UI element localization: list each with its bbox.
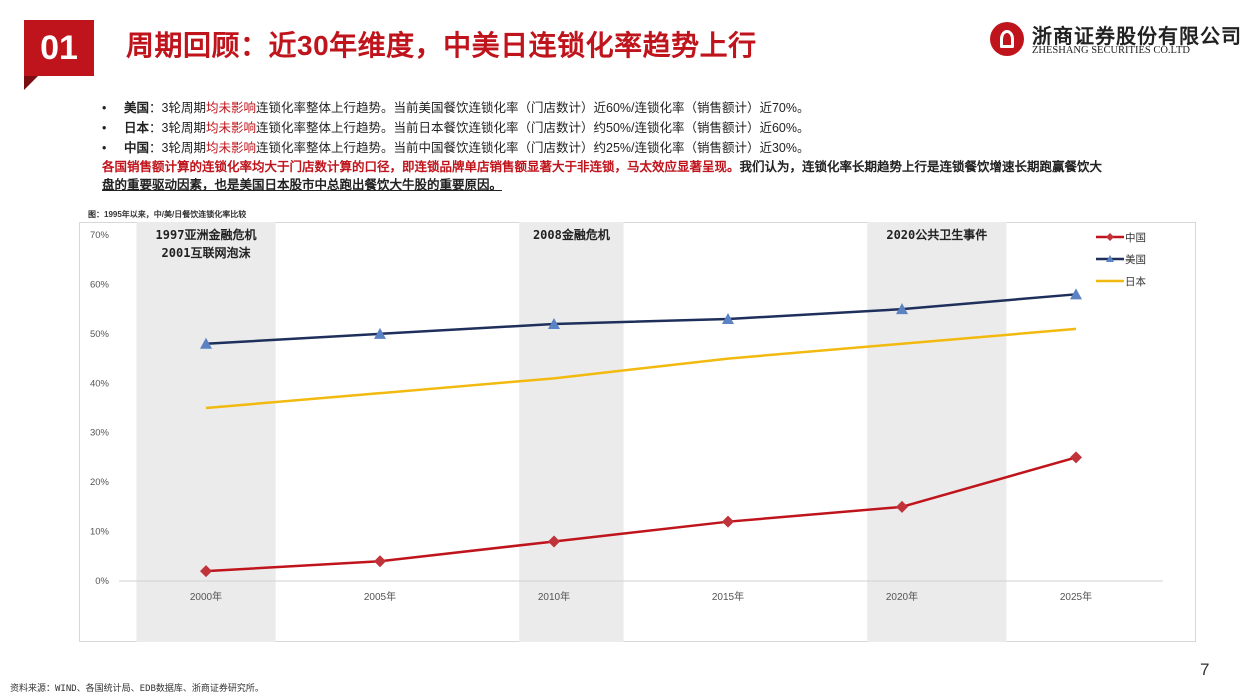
summary-red-text: 各国销售额计算的连锁化率均大于门店数计算的口径，即连锁品牌单店销售额显著大于非连…: [102, 160, 740, 174]
data-point-usa: [200, 337, 212, 349]
bullet-post: 连锁化率整体上行趋势。当前中国餐饮连锁化率（门店数计）约25%/连锁化率（销售额…: [255, 141, 810, 155]
summary-black-line1: 我们认为，连锁化率长期趋势上行是连锁餐饮增速长期跑赢餐饮大: [739, 160, 1103, 174]
data-point-usa: [722, 313, 734, 325]
page-number: 7: [1200, 660, 1210, 679]
legend-marker: [1106, 233, 1114, 241]
x-tick-label: 2020年: [886, 590, 918, 603]
series-line-2: [205, 327, 1077, 410]
data-point-usa: [1070, 288, 1082, 300]
legend-label: 美国: [1125, 253, 1146, 266]
x-tick-label: 2010年: [538, 590, 570, 603]
chart-frame: [79, 222, 1196, 642]
summary-black-line2: 盘的重要驱动因素，也是美国日本股市中总跑出餐饮大牛股的重要原因。: [102, 178, 503, 192]
source-note: 资料来源：WIND、各国统计局、EDB数据库、浙商证券研究所。: [10, 684, 264, 694]
shaded-period-1: [519, 222, 624, 642]
series-line-0: [205, 456, 1077, 573]
logo-name-cn: 浙商证券股份有限公司: [1032, 26, 1240, 48]
bullet-item-japan: • 日本：3轮周期均未影响连锁化率整体上行趋势。当前日本餐饮连锁化率（门店数计）…: [102, 118, 1162, 138]
shaded-period-0: [136, 222, 276, 642]
shaded-period-label: 2001互联网泡沫: [162, 245, 252, 260]
summary-paragraph: 各国销售额计算的连锁化率均大于门店数计算的口径，即连锁品牌单店销售额显著大于非连…: [102, 158, 1162, 194]
bullet-country: 日本: [124, 121, 150, 135]
data-point-china: [722, 515, 734, 528]
bullet-pre: ：3轮周期: [149, 121, 206, 135]
chart-caption: 图：1995年以来，中/美/日餐饮连锁化率比较: [88, 210, 247, 219]
bullet-post: 连锁化率整体上行趋势。当前日本餐饮连锁化率（门店数计）约50%/连锁化率（销售额…: [255, 121, 810, 135]
x-tick-label: 2005年: [364, 590, 396, 603]
shaded-period-label: 1997亚洲金融危机: [156, 227, 257, 242]
bullet-country: 美国: [124, 101, 150, 115]
bullet-country: 中国: [124, 141, 150, 155]
y-tick-label: 30%: [90, 428, 110, 439]
shaded-period-label: 2020公共卫生事件: [886, 227, 987, 242]
bullet-dot-icon: •: [102, 141, 107, 155]
legend-marker: [1106, 255, 1114, 262]
company-logo: 浙商证券股份有限公司 ZHESHANG SECURITIES CO.LTD: [990, 20, 1240, 60]
data-point-usa: [896, 303, 908, 315]
bullet-dot-icon: •: [102, 101, 107, 115]
data-point-china: [548, 535, 560, 548]
bullet-item-china: • 中国：3轮周期均未影响连锁化率整体上行趋势。当前中国餐饮连锁化率（门店数计）…: [102, 138, 1162, 158]
data-point-china: [1070, 451, 1082, 464]
bullet-list: • 美国：3轮周期均未影响连锁化率整体上行趋势。当前美国餐饮连锁化率（门店数计）…: [102, 98, 1162, 194]
y-tick-label: 20%: [90, 477, 110, 488]
y-tick-label: 10%: [90, 527, 110, 538]
data-point-china: [896, 500, 908, 513]
logo-icon: [990, 22, 1024, 56]
section-number-badge: 01: [24, 20, 94, 76]
bullet-highlight: 均未影响: [205, 101, 256, 115]
x-tick-label: 2015年: [712, 590, 744, 603]
legend-label: 中国: [1125, 231, 1146, 244]
logo-name-en: ZHESHANG SECURITIES CO.LTD: [1032, 45, 1190, 56]
shaded-period-2: [867, 222, 1007, 642]
series-line-1: [205, 293, 1077, 345]
y-tick-label: 0%: [95, 576, 109, 587]
x-tick-label: 2000年: [190, 590, 222, 603]
bullet-pre: ：3轮周期: [149, 101, 206, 115]
bullet-dot-icon: •: [102, 121, 107, 135]
x-tick-label: 2025年: [1060, 590, 1092, 603]
data-point-usa: [548, 317, 560, 329]
y-tick-label: 70%: [90, 230, 110, 241]
section-number: 01: [40, 28, 78, 67]
y-tick-label: 40%: [90, 378, 110, 389]
data-point-china: [374, 555, 386, 568]
bullet-pre: ：3轮周期: [149, 141, 206, 155]
y-tick-label: 60%: [90, 279, 110, 290]
y-tick-label: 50%: [90, 329, 110, 340]
shaded-period-label: 2008金融危机: [533, 227, 610, 242]
bullet-highlight: 均未影响: [205, 121, 256, 135]
line-chart: 1997亚洲金融危机 2001互联网泡沫 2008金融危机 2020公共卫生事件 0% 1…: [90, 222, 1163, 642]
badge-tail-decoration: [24, 76, 38, 90]
bullet-post: 连锁化率整体上行趋势。当前美国餐饮连锁化率（门店数计）近60%/连锁化率（销售额…: [255, 101, 810, 115]
data-point-usa: [374, 327, 386, 339]
data-point-china: [200, 565, 212, 578]
legend-label: 日本: [1125, 275, 1147, 288]
bullet-highlight: 均未影响: [205, 141, 256, 155]
page-title: 周期回顾：近30年维度，中美日连锁化率趋势上行: [126, 30, 757, 61]
bullet-item-usa: • 美国：3轮周期均未影响连锁化率整体上行趋势。当前美国餐饮连锁化率（门店数计）…: [102, 98, 1162, 118]
